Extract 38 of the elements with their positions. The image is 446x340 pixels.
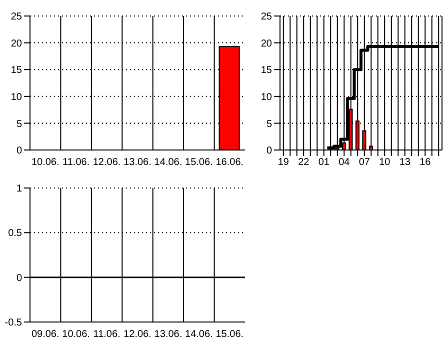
x-tick-label: 10.06. — [31, 157, 60, 168]
x-tick-label: 12.06. — [92, 157, 121, 168]
x-tick-label: 15.06. — [216, 329, 244, 340]
x-tick-label: 14.06. — [185, 329, 213, 340]
y-tick-label: 15 — [260, 65, 272, 76]
y-tick-label: 15 — [10, 65, 22, 76]
y-tick-label: 0 — [16, 272, 22, 284]
y-tick-label: -0.5 — [4, 318, 22, 329]
x-tick-label: 10.06. — [62, 329, 90, 340]
x-tick-label: 10 — [379, 157, 391, 168]
y-tick-label: 5 — [266, 118, 272, 130]
y-tick-label: 20 — [10, 38, 22, 50]
x-tick-label: 19 — [278, 157, 290, 168]
x-tick-label: 14.06. — [154, 157, 182, 168]
y-tick-label: 5 — [16, 118, 22, 130]
x-tick-label: 15.06. — [185, 157, 213, 168]
x-tick-label: 13 — [399, 157, 411, 168]
y-tick-label: 0 — [266, 146, 272, 157]
y-tick-label: 20 — [260, 38, 272, 50]
x-tick-label: 11.06. — [62, 157, 90, 168]
y-tick-label: 10 — [260, 92, 272, 103]
x-tick-label: 16 — [420, 157, 432, 168]
x-tick-label: 04 — [338, 157, 350, 168]
y-tick-label: 25 — [10, 12, 22, 23]
x-tick-label: 09.06. — [31, 329, 60, 340]
y-tick-label: 25 — [260, 12, 272, 23]
x-tick-label: 07 — [358, 157, 370, 168]
y-tick-label: 0.5 — [8, 228, 22, 240]
x-tick-label: 22 — [298, 157, 310, 168]
y-tick-label: 10 — [10, 92, 22, 103]
x-tick-label: 13.06. — [154, 329, 182, 340]
y-tick-label: 0 — [16, 146, 22, 157]
y-tick-label: 1 — [16, 184, 22, 195]
x-tick-label: 01 — [318, 157, 330, 168]
x-tick-label: 13.06. — [124, 157, 152, 168]
x-tick-label: 12.06. — [124, 329, 152, 340]
x-tick-label: 16.06. — [216, 157, 244, 168]
x-tick-label: 11.06. — [93, 329, 120, 340]
